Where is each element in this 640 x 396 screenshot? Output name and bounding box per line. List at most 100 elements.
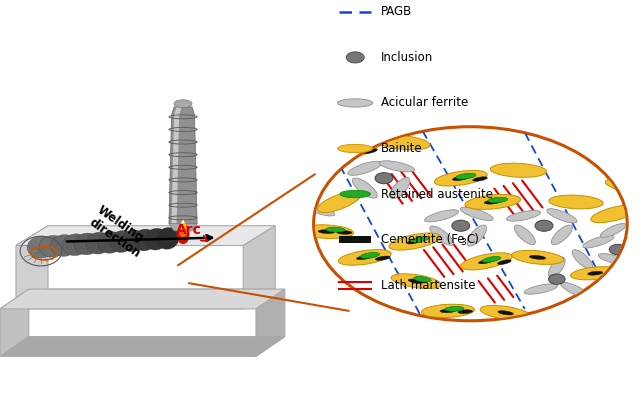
- Polygon shape: [16, 289, 275, 309]
- Text: Lath martensite: Lath martensite: [381, 279, 476, 291]
- Ellipse shape: [456, 173, 476, 179]
- Ellipse shape: [326, 227, 345, 232]
- Ellipse shape: [424, 210, 459, 222]
- Ellipse shape: [362, 149, 378, 154]
- Ellipse shape: [132, 229, 157, 251]
- Text: PAGB: PAGB: [381, 6, 412, 18]
- Circle shape: [314, 127, 627, 321]
- Ellipse shape: [339, 249, 391, 265]
- Text: Bainite: Bainite: [381, 142, 422, 155]
- Ellipse shape: [479, 259, 494, 264]
- Ellipse shape: [317, 191, 361, 213]
- Polygon shape: [16, 226, 48, 309]
- Ellipse shape: [498, 311, 513, 315]
- Ellipse shape: [529, 255, 546, 259]
- Ellipse shape: [435, 170, 487, 186]
- Ellipse shape: [340, 190, 371, 198]
- Ellipse shape: [422, 304, 474, 318]
- Ellipse shape: [524, 284, 557, 294]
- Ellipse shape: [51, 235, 77, 256]
- Ellipse shape: [552, 225, 572, 245]
- Polygon shape: [169, 107, 197, 224]
- Text: Welding
direction: Welding direction: [86, 203, 151, 260]
- Ellipse shape: [515, 225, 535, 245]
- Ellipse shape: [413, 276, 431, 282]
- Ellipse shape: [74, 233, 100, 255]
- Ellipse shape: [360, 253, 380, 258]
- Ellipse shape: [548, 257, 565, 278]
- Ellipse shape: [174, 100, 192, 108]
- Polygon shape: [16, 226, 275, 246]
- Ellipse shape: [488, 197, 508, 203]
- Ellipse shape: [472, 177, 488, 181]
- Ellipse shape: [182, 220, 184, 223]
- Polygon shape: [256, 289, 285, 356]
- Ellipse shape: [458, 310, 472, 314]
- Ellipse shape: [484, 200, 501, 204]
- Text: 3: 3: [460, 238, 465, 247]
- Ellipse shape: [390, 177, 410, 199]
- Circle shape: [452, 220, 470, 231]
- Ellipse shape: [408, 279, 424, 283]
- Ellipse shape: [323, 141, 378, 160]
- Ellipse shape: [97, 232, 123, 253]
- Ellipse shape: [407, 239, 422, 244]
- Ellipse shape: [180, 221, 186, 230]
- Text: Cementite (Fe: Cementite (Fe: [381, 233, 464, 246]
- Ellipse shape: [389, 233, 440, 250]
- Ellipse shape: [338, 99, 373, 107]
- Ellipse shape: [178, 222, 188, 237]
- Ellipse shape: [547, 209, 577, 223]
- Ellipse shape: [86, 232, 111, 254]
- Ellipse shape: [440, 309, 456, 313]
- Ellipse shape: [600, 224, 626, 237]
- Ellipse shape: [376, 135, 430, 150]
- Ellipse shape: [121, 230, 145, 251]
- Text: Arc: Arc: [176, 223, 207, 241]
- Ellipse shape: [39, 236, 66, 257]
- Ellipse shape: [305, 204, 335, 216]
- Ellipse shape: [177, 227, 189, 244]
- Polygon shape: [169, 224, 197, 231]
- Polygon shape: [0, 289, 29, 356]
- Text: C): C): [466, 233, 479, 246]
- Circle shape: [535, 220, 553, 231]
- Ellipse shape: [465, 194, 520, 209]
- Ellipse shape: [356, 255, 373, 260]
- Circle shape: [548, 274, 565, 284]
- Circle shape: [346, 52, 364, 63]
- Ellipse shape: [452, 176, 469, 181]
- Ellipse shape: [460, 207, 493, 221]
- Ellipse shape: [353, 178, 377, 198]
- Ellipse shape: [337, 230, 352, 234]
- Ellipse shape: [109, 231, 134, 252]
- Ellipse shape: [591, 205, 638, 223]
- Ellipse shape: [391, 274, 441, 289]
- Ellipse shape: [461, 253, 512, 270]
- Ellipse shape: [300, 225, 353, 238]
- Polygon shape: [172, 107, 182, 224]
- Ellipse shape: [480, 305, 531, 320]
- Ellipse shape: [318, 230, 335, 234]
- Ellipse shape: [342, 148, 359, 153]
- Ellipse shape: [156, 228, 179, 249]
- Ellipse shape: [467, 225, 486, 246]
- Ellipse shape: [598, 254, 630, 265]
- Text: Acicular ferrite: Acicular ferrite: [381, 97, 468, 109]
- Ellipse shape: [490, 163, 547, 177]
- Ellipse shape: [380, 161, 414, 172]
- Polygon shape: [243, 226, 275, 309]
- Ellipse shape: [375, 256, 390, 260]
- Ellipse shape: [497, 260, 511, 265]
- Ellipse shape: [512, 250, 563, 265]
- Ellipse shape: [348, 161, 382, 175]
- Ellipse shape: [483, 257, 500, 262]
- Ellipse shape: [561, 282, 589, 297]
- Ellipse shape: [338, 144, 373, 152]
- Ellipse shape: [411, 236, 429, 243]
- Text: Retained austenite: Retained austenite: [381, 188, 493, 200]
- Polygon shape: [339, 236, 371, 243]
- Ellipse shape: [27, 236, 55, 258]
- Circle shape: [375, 173, 393, 184]
- Ellipse shape: [145, 228, 168, 250]
